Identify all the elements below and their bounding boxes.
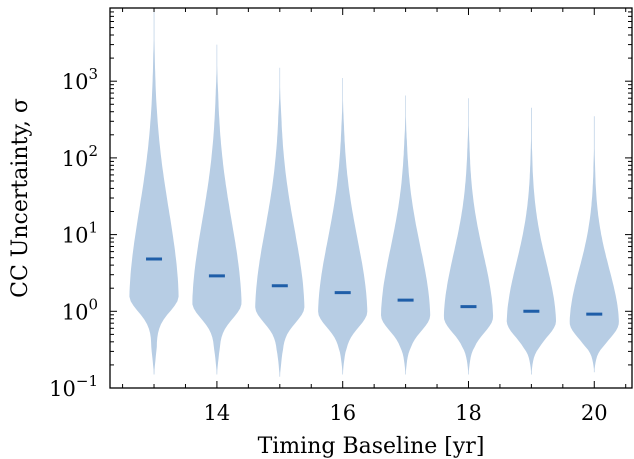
- violin-20: [569, 116, 619, 373]
- x-tick-label-14: 14: [204, 401, 231, 425]
- tick-label-group: 14 16 18 20 10−1 100 101 102 103: [49, 65, 607, 425]
- x-tick-label-20: 20: [581, 401, 608, 425]
- violin-19: [506, 107, 556, 375]
- violin-14: [192, 44, 242, 375]
- plot-frame: [109, 7, 633, 389]
- x-axis-label: Timing Baseline [yr]: [258, 434, 485, 459]
- violin-18: [443, 98, 494, 375]
- y-tick-label: 101: [62, 219, 98, 248]
- violin-group: [129, 8, 619, 377]
- x-tick-label-18: 18: [455, 401, 482, 425]
- y-axis-label: CC Uncertainty, σ: [8, 98, 33, 298]
- violin-17: [381, 95, 431, 375]
- median-group: [146, 257, 603, 316]
- x-tick-label-16: 16: [329, 401, 356, 425]
- violin-13: [129, 8, 179, 375]
- y-tick-label: 102: [62, 142, 98, 171]
- tick-group: [110, 7, 632, 389]
- violin-15: [255, 67, 305, 377]
- y-tick-label: 10−1: [49, 372, 98, 401]
- y-tick-label: 103: [62, 65, 98, 94]
- y-tick-label: 100: [62, 295, 98, 324]
- violin-16: [318, 78, 368, 375]
